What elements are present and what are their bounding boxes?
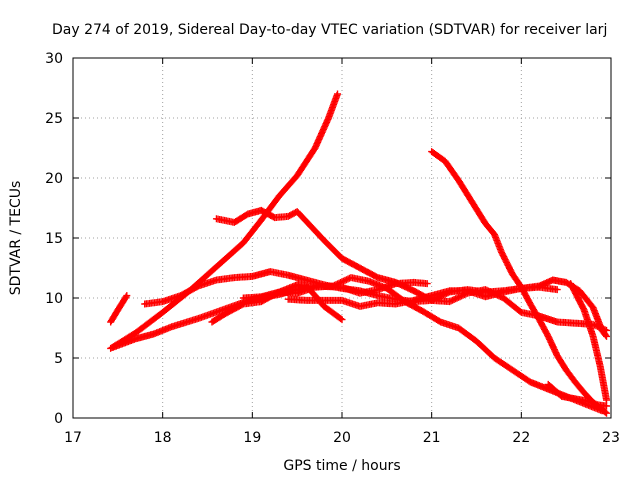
data-point <box>601 408 609 416</box>
axis-ticks: 17 18 19 20 21 22 23 0 5 10 15 20 25 30 <box>45 51 620 446</box>
y-tick-label: 5 <box>54 351 63 367</box>
y-axis-label: SDTVAR / TECUs <box>8 181 24 296</box>
series-sat-h <box>284 283 561 310</box>
x-tick-label: 19 <box>243 430 261 446</box>
y-tick-label: 0 <box>54 411 63 427</box>
x-tick-label: 18 <box>154 430 172 446</box>
data-point <box>603 332 611 340</box>
series-layer <box>107 90 611 417</box>
series-sat-b <box>107 292 131 326</box>
x-axis-label: GPS time / hours <box>283 458 400 474</box>
series-sat-k <box>567 280 611 404</box>
data-point <box>123 292 131 300</box>
x-tick-label: 23 <box>602 430 620 446</box>
data-point <box>423 280 431 288</box>
y-tick-label: 25 <box>45 111 63 127</box>
data-point <box>603 326 611 334</box>
data-point <box>337 315 345 323</box>
x-tick-label: 22 <box>512 430 530 446</box>
data-point <box>334 90 342 98</box>
y-tick-label: 15 <box>45 231 63 247</box>
series-sat-g <box>239 281 346 324</box>
data-point <box>553 286 561 294</box>
data-point <box>122 293 130 301</box>
chart-title: Day 274 of 2019, Sidereal Day-to-day VTE… <box>52 22 607 38</box>
data-point <box>603 409 611 417</box>
data-point <box>603 396 611 404</box>
y-tick-label: 20 <box>45 171 63 187</box>
y-tick-label: 10 <box>45 291 63 307</box>
x-tick-label: 21 <box>423 430 441 446</box>
x-tick-label: 17 <box>64 430 82 446</box>
series-sat-j <box>544 380 611 410</box>
x-tick-label: 20 <box>333 430 351 446</box>
y-tick-label: 30 <box>45 51 63 67</box>
data-point <box>338 316 346 324</box>
grid <box>73 58 611 418</box>
data-point <box>603 402 611 410</box>
